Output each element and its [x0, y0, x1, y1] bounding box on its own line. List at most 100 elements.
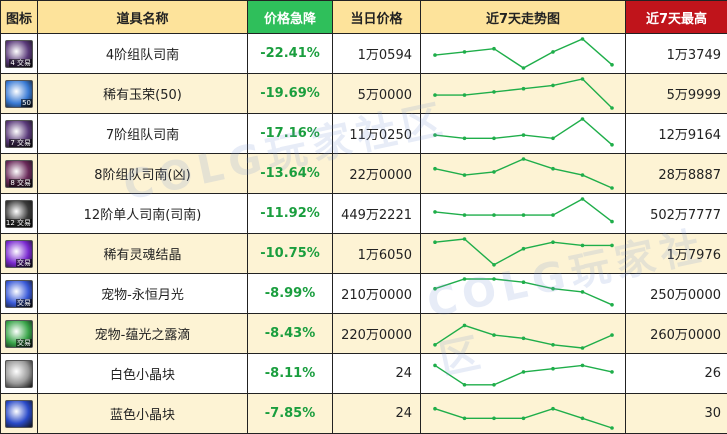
trend-line: [434, 238, 612, 266]
header-item-name[interactable]: 道具名称: [37, 0, 248, 34]
item-icon-cell: 交易: [0, 273, 38, 314]
header-current-price[interactable]: 当日价格: [332, 0, 421, 34]
trend-sparkline: [433, 117, 614, 147]
trend-point: [610, 370, 614, 374]
table-row[interactable]: 50 稀有玉荣(50) -19.69% 5万0000 5万9999: [0, 73, 727, 114]
max-price-value: 26: [625, 353, 727, 394]
trend-point: [492, 213, 496, 217]
trend-point: [610, 186, 614, 190]
item-icon-tag: 8 交易: [9, 178, 32, 187]
header-7day-max[interactable]: 近7天最高: [625, 0, 727, 34]
trend-point: [551, 343, 555, 347]
trend-point: [462, 136, 467, 141]
item-name: 4阶组队司南: [37, 33, 248, 74]
price-drop-value: -11.92%: [247, 193, 333, 234]
price-drop-value: -13.64%: [247, 153, 333, 194]
trend-point: [433, 363, 437, 368]
table-row[interactable]: 8 交易 8阶组队司南(凶) -13.64% 22万0000 28万8887: [0, 153, 727, 194]
table-row[interactable]: 交易 宠物-蕴光之露滴 -8.43% 220万0000 260万0000: [0, 313, 727, 354]
item-name: 蓝色小晶块: [37, 393, 248, 434]
trend-point: [551, 83, 555, 88]
trend-sparkline: [433, 197, 614, 224]
trend-point: [580, 77, 585, 81]
trend-point: [492, 416, 496, 421]
trend-sparkline: [433, 363, 614, 387]
trend-point: [492, 90, 496, 94]
trend-sparkline-cell: [420, 153, 626, 194]
item-name: 稀有玉荣(50): [37, 73, 248, 114]
header-7day-trend[interactable]: 近7天走势图: [420, 0, 626, 34]
trend-line: [434, 364, 613, 386]
item-name: 白色小晶块: [37, 353, 248, 394]
table-row[interactable]: 白色小晶块 -8.11% 24 26: [0, 353, 727, 394]
price-drop-value: -7.85%: [247, 393, 333, 434]
table-row[interactable]: 交易 宠物-永恒月光 -8.99% 210万0000 250万0000: [0, 273, 727, 314]
trend-point: [462, 416, 467, 421]
trend-sparkline: [433, 277, 614, 307]
trend-point: [462, 213, 467, 217]
item-icon-tag: 交易: [16, 258, 32, 267]
compass-icon[interactable]: 7 交易: [5, 119, 33, 148]
compass-icon[interactable]: 4 交易: [5, 39, 33, 68]
trend-point: [433, 240, 437, 244]
item-icon-tag: 12 交易: [5, 218, 32, 227]
item-icon-cell: 4 交易: [0, 33, 38, 74]
trend-point: [610, 243, 614, 248]
soul-crystal-icon[interactable]: 交易: [5, 239, 33, 268]
table-header-row: 图标 道具名称 价格急降 当日价格 近7天走势图 近7天最高: [0, 0, 727, 34]
moon-pet-icon[interactable]: 交易: [5, 279, 33, 308]
compass-icon[interactable]: 12 交易: [5, 199, 33, 228]
trend-point: [610, 219, 614, 224]
trend-point: [433, 166, 437, 171]
trend-line: [434, 38, 613, 69]
trend-sparkline: [433, 77, 614, 110]
blue-crystal-icon[interactable]: [5, 399, 33, 428]
trend-point: [580, 290, 585, 294]
trend-sparkline: [433, 406, 614, 430]
trend-point: [521, 246, 526, 251]
trend-point: [610, 106, 614, 110]
price-drop-value: -10.75%: [247, 233, 333, 274]
trend-sparkline-cell: [420, 313, 626, 354]
dew-pet-icon[interactable]: 交易: [5, 319, 33, 348]
header-icon[interactable]: 图标: [0, 0, 38, 34]
table-row[interactable]: 4 交易 4阶组队司南 -22.41% 1万0594 1万3749: [0, 33, 727, 74]
table-row[interactable]: 交易 稀有灵魂结晶 -10.75% 1万6050 1万7976: [0, 233, 727, 274]
white-crystal-icon[interactable]: [5, 359, 33, 388]
trend-sparkline-cell: [420, 113, 626, 154]
compass-icon[interactable]: 8 交易: [5, 159, 33, 188]
item-icon-tag: 50: [21, 98, 32, 107]
table-row[interactable]: 7 交易 7阶组队司南 -17.16% 11万0250 12万9164: [0, 113, 727, 154]
max-price-value: 28万8887: [625, 153, 727, 194]
current-price-value: 449万2221: [332, 193, 421, 234]
trend-sparkline-cell: [420, 233, 626, 274]
trend-point: [492, 333, 496, 337]
current-price-value: 1万0594: [332, 33, 421, 74]
trend-point: [580, 363, 585, 368]
trend-point: [521, 157, 526, 161]
item-icon-tag: 交易: [16, 338, 32, 347]
trend-point: [433, 286, 437, 291]
trend-point: [551, 166, 555, 171]
header-price-drop[interactable]: 价格急降: [247, 0, 333, 34]
item-icon-cell: 12 交易: [0, 193, 38, 234]
item-icon-cell: [0, 393, 38, 434]
table-row[interactable]: 12 交易 12阶单人司南(司南) -11.92% 449万2221 502万7777: [0, 193, 727, 234]
trend-point: [580, 243, 585, 248]
trend-point: [492, 46, 496, 51]
trend-point: [433, 210, 437, 214]
trend-line: [435, 78, 613, 109]
table-row[interactable]: 蓝色小晶块 -7.85% 24 30: [0, 393, 727, 434]
trend-point: [521, 416, 526, 421]
trend-point: [462, 323, 467, 328]
trend-sparkline-cell: [420, 73, 626, 114]
trend-point: [492, 170, 496, 174]
max-price-value: 5万9999: [625, 73, 727, 114]
item-icon-cell: [0, 353, 38, 394]
jade-orb-icon[interactable]: 50: [5, 79, 33, 108]
max-price-value: 1万7976: [625, 233, 727, 274]
trend-point: [462, 383, 467, 387]
current-price-value: 11万0250: [332, 113, 421, 154]
trend-point: [580, 346, 585, 350]
